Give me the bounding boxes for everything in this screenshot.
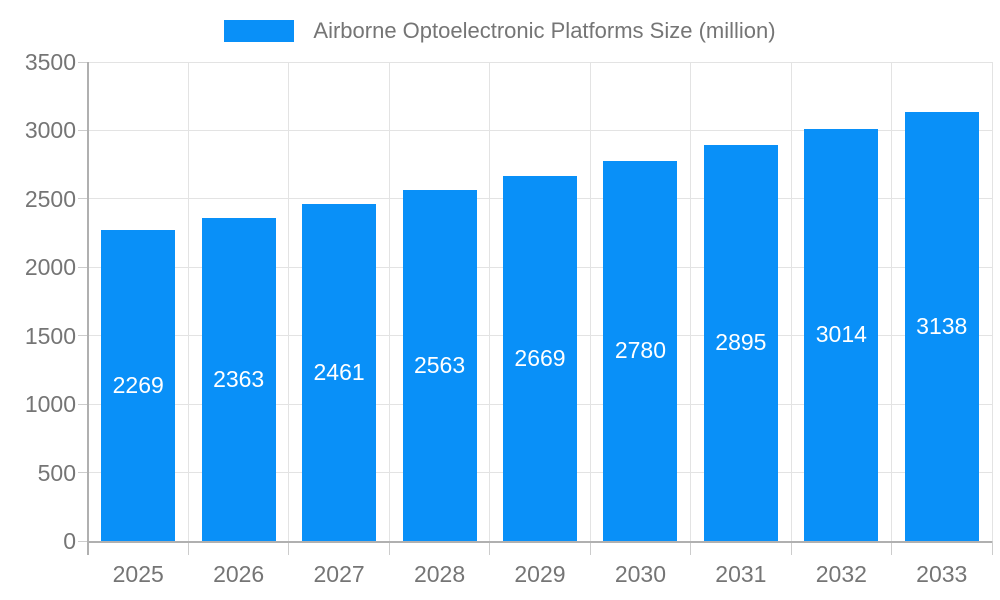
- y-axis-label: 2000: [24, 254, 76, 281]
- bar[interactable]: 2895: [703, 144, 778, 541]
- x-axis-tick: [991, 541, 993, 555]
- x-axis-tick: [589, 541, 591, 555]
- y-axis-tick: [78, 198, 88, 200]
- gridline-vertical: [991, 62, 993, 541]
- bar[interactable]: 2363: [201, 217, 276, 541]
- y-axis-label: 0: [63, 528, 76, 554]
- x-axis-label: 2033: [916, 561, 968, 587]
- gridline-vertical: [388, 62, 390, 541]
- x-axis-tick: [288, 541, 290, 555]
- bar[interactable]: 3014: [804, 128, 879, 541]
- gridline-vertical: [489, 62, 491, 541]
- bar[interactable]: 2669: [503, 175, 577, 541]
- bar-value-label: 3138: [916, 312, 968, 339]
- y-axis-tick: [78, 266, 88, 268]
- x-axis-label: 2031: [715, 561, 767, 587]
- bar-value-label: 2363: [213, 365, 265, 392]
- y-axis-label: 2500: [24, 185, 76, 212]
- gridline-vertical: [790, 62, 792, 541]
- y-axis-tick: [78, 540, 88, 542]
- y-axis-tick: [78, 61, 88, 63]
- y-axis-label: 500: [37, 459, 76, 486]
- x-axis-line: [87, 541, 992, 543]
- gridline-vertical: [891, 62, 893, 541]
- y-axis-line: [87, 62, 89, 555]
- x-axis-label: 2030: [614, 561, 667, 587]
- x-axis-label: 2027: [313, 561, 365, 587]
- bar[interactable]: 2269: [101, 230, 176, 541]
- x-axis-tick: [187, 541, 189, 555]
- y-axis-label: 1000: [24, 391, 76, 418]
- bar-value-label: 2895: [715, 329, 767, 356]
- gridline-vertical: [187, 62, 189, 541]
- x-axis-tick: [790, 541, 792, 555]
- x-axis-label: 2028: [413, 561, 466, 587]
- bar-value-label: 2461: [313, 359, 365, 386]
- x-axis-tick: [388, 541, 390, 555]
- x-axis-label: 2032: [815, 561, 867, 587]
- y-axis-tick: [78, 129, 88, 131]
- gridline-vertical: [288, 62, 290, 541]
- bar-value-label: 2269: [112, 372, 164, 399]
- x-axis-tick: [690, 541, 692, 555]
- gridline-horizontal: [88, 61, 992, 63]
- bar-value-label: 2669: [514, 344, 566, 371]
- x-axis-tick: [891, 541, 893, 555]
- bar[interactable]: 2461: [302, 204, 377, 541]
- bar[interactable]: 2780: [603, 160, 678, 541]
- y-axis-tick: [78, 472, 88, 474]
- bar[interactable]: 2563: [402, 190, 477, 541]
- gridline-vertical: [690, 62, 692, 541]
- bar-value-label: 2563: [413, 352, 466, 379]
- bar-value-label: 3014: [815, 321, 867, 348]
- legend[interactable]: Airborne Optoelectronic Platforms Size (…: [0, 16, 1000, 46]
- bar[interactable]: 3138: [904, 111, 979, 541]
- legend-swatch[interactable]: [224, 20, 295, 42]
- x-axis-label: 2025: [112, 561, 164, 587]
- x-axis-label: 2029: [514, 561, 566, 587]
- y-axis-label: 3000: [24, 117, 76, 144]
- legend-label: Airborne Optoelectronic Platforms Size (…: [313, 18, 776, 43]
- gridline-horizontal: [88, 129, 992, 131]
- x-axis-label: 2026: [213, 561, 265, 587]
- y-axis-tick: [78, 403, 88, 405]
- y-axis-tick: [78, 335, 88, 337]
- bar-value-label: 2780: [614, 337, 667, 364]
- y-axis-label: 3500: [24, 49, 76, 75]
- gridline-vertical: [589, 62, 591, 541]
- x-axis-tick: [489, 541, 491, 555]
- y-axis-label: 1500: [24, 322, 76, 349]
